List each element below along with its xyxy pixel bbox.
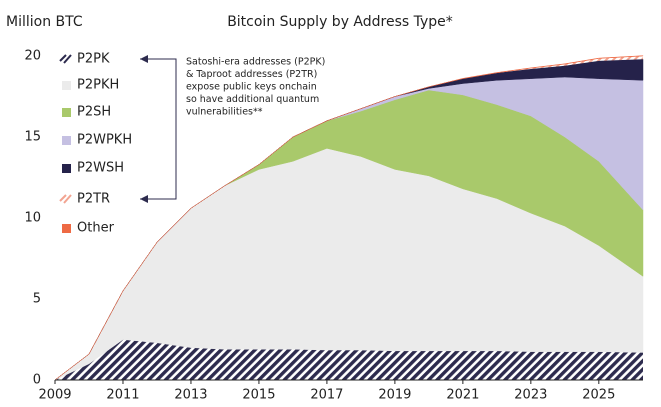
y-tick-label: 5 bbox=[33, 292, 41, 307]
area bbox=[54, 55, 644, 381]
annotation-line: Satoshi-era addresses (P2PK) bbox=[186, 57, 325, 68]
legend-swatch bbox=[63, 54, 72, 64]
y-tick-label: 15 bbox=[24, 130, 41, 145]
legend-label: P2SH bbox=[77, 105, 111, 120]
legend-swatch bbox=[62, 164, 71, 173]
legend-swatch bbox=[62, 108, 71, 117]
x-tick-label: 2023 bbox=[514, 388, 547, 403]
legend-swatch bbox=[62, 81, 71, 90]
annotation: Satoshi-era addresses (P2PK)& Taproot ad… bbox=[186, 57, 325, 118]
x-tick-label: 2019 bbox=[378, 388, 411, 403]
legend-swatch bbox=[63, 194, 72, 204]
x-tick-label: 2013 bbox=[174, 388, 207, 403]
legend-label: Other bbox=[77, 221, 115, 236]
annotation-line: expose public keys onchain bbox=[186, 82, 317, 93]
legend-swatch bbox=[62, 224, 71, 233]
y-tick-label: 20 bbox=[24, 49, 41, 64]
y-tick-label: 10 bbox=[24, 211, 41, 226]
legend-label: P2PK bbox=[77, 52, 110, 67]
legend-label: P2PKH bbox=[77, 78, 119, 93]
y-tick-label: 0 bbox=[33, 373, 41, 388]
legend-label: P2WSH bbox=[77, 161, 124, 176]
x-tick-label: 2009 bbox=[38, 388, 71, 403]
x-tick-label: 2017 bbox=[310, 388, 343, 403]
y-axis-label: Million BTC bbox=[6, 14, 83, 30]
annotation-line: vulnerabilities** bbox=[186, 107, 263, 118]
x-tick-label: 2011 bbox=[106, 388, 139, 403]
annotation-line: so have additional quantum bbox=[186, 94, 319, 105]
legend-swatch bbox=[59, 54, 67, 62]
x-tick-label: 2025 bbox=[582, 388, 615, 403]
x-tick-label: 2021 bbox=[446, 388, 479, 403]
legend-label: P2WPKH bbox=[77, 133, 132, 148]
plot-area bbox=[54, 55, 644, 381]
bracket bbox=[140, 58, 177, 200]
legend-swatch bbox=[59, 194, 67, 202]
x-tick-label: 2015 bbox=[242, 388, 275, 403]
area bbox=[55, 339, 643, 380]
legend-swatch bbox=[62, 136, 71, 145]
legend-label: P2TR bbox=[77, 192, 110, 207]
legend: P2PK P2PKH P2SH P2WPKH P2WSH P2TR Other bbox=[59, 52, 132, 236]
chart-title: Bitcoin Supply by Address Type* bbox=[227, 14, 453, 30]
annotation-line: & Taproot addresses (P2TR) bbox=[186, 69, 317, 80]
